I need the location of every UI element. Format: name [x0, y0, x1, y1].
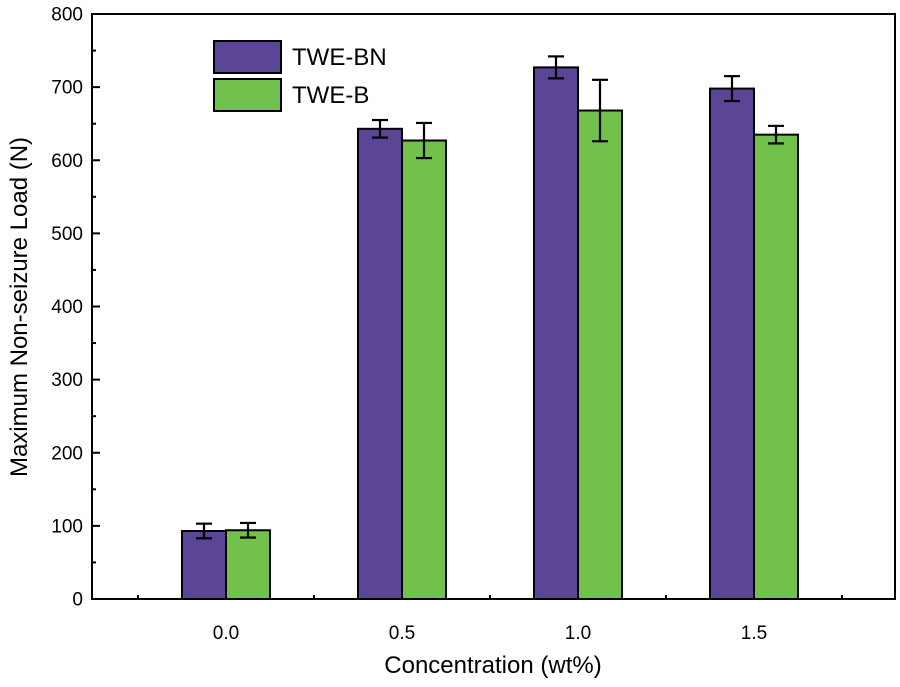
- error-bar-twe-bn-1.5: [724, 75, 740, 103]
- y-tick-label: 300: [51, 370, 83, 391]
- error-bar-twe-b-1.0: [592, 78, 608, 143]
- x-tick-label: 0.0: [213, 623, 239, 644]
- legend-swatch-twe-b: [213, 78, 282, 112]
- y-tick-label: 500: [51, 224, 83, 245]
- bar-twe-bn-0.5: [357, 127, 403, 600]
- legend: TWE-BN TWE-B: [213, 40, 387, 112]
- x-axis-title: Concentration (wt%): [384, 652, 601, 679]
- y-tick-label: 700: [51, 78, 83, 99]
- error-bar-twe-b-0.0: [240, 521, 256, 539]
- y-tick-label: 100: [51, 516, 83, 537]
- error-bar-twe-bn-0.0: [196, 522, 212, 540]
- y-tick-label: 400: [51, 297, 83, 318]
- error-bar-twe-b-0.5: [416, 121, 432, 160]
- bar-twe-bn-1.0: [533, 66, 579, 601]
- plot-area: 0 100 200 300 400 500 600 700 800 0.0 0.5 1.0 1.5: [51, 5, 896, 644]
- error-bars-layer: [196, 55, 784, 540]
- legend-swatch-twe-bn: [213, 40, 282, 74]
- bar-twe-bn-0.0: [181, 529, 227, 601]
- x-tick-label: 1.0: [565, 623, 591, 644]
- bar-twe-b-1.5: [753, 133, 799, 600]
- bar-twe-b-1.0: [577, 109, 623, 601]
- y-tick-label: 0: [72, 590, 83, 611]
- bar-twe-bn-1.5: [709, 87, 755, 601]
- bar-twe-b-0.0: [225, 529, 271, 601]
- y-tick-label: 800: [51, 5, 83, 26]
- y-tick-label: 200: [51, 443, 83, 464]
- legend-label-twe-b: TWE-B: [292, 82, 369, 109]
- y-axis-ticks: 0 100 200 300 400 500 600 700 800: [51, 5, 100, 611]
- legend-label-twe-bn: TWE-BN: [292, 44, 387, 71]
- y-tick-label: 600: [51, 151, 83, 172]
- bar-twe-b-0.5: [401, 139, 447, 600]
- error-bar-twe-b-1.5: [768, 124, 784, 145]
- error-bar-twe-bn-0.5: [372, 118, 388, 139]
- bars-layer: [181, 66, 799, 601]
- x-tick-label: 0.5: [389, 623, 415, 644]
- x-axis-ticks: 0.0 0.5 1.0 1.5: [137, 591, 843, 644]
- y-axis-title: Maximum Non-seizure Load (N): [6, 137, 33, 477]
- x-tick-label: 1.5: [741, 623, 767, 644]
- error-bar-twe-bn-1.0: [548, 55, 564, 80]
